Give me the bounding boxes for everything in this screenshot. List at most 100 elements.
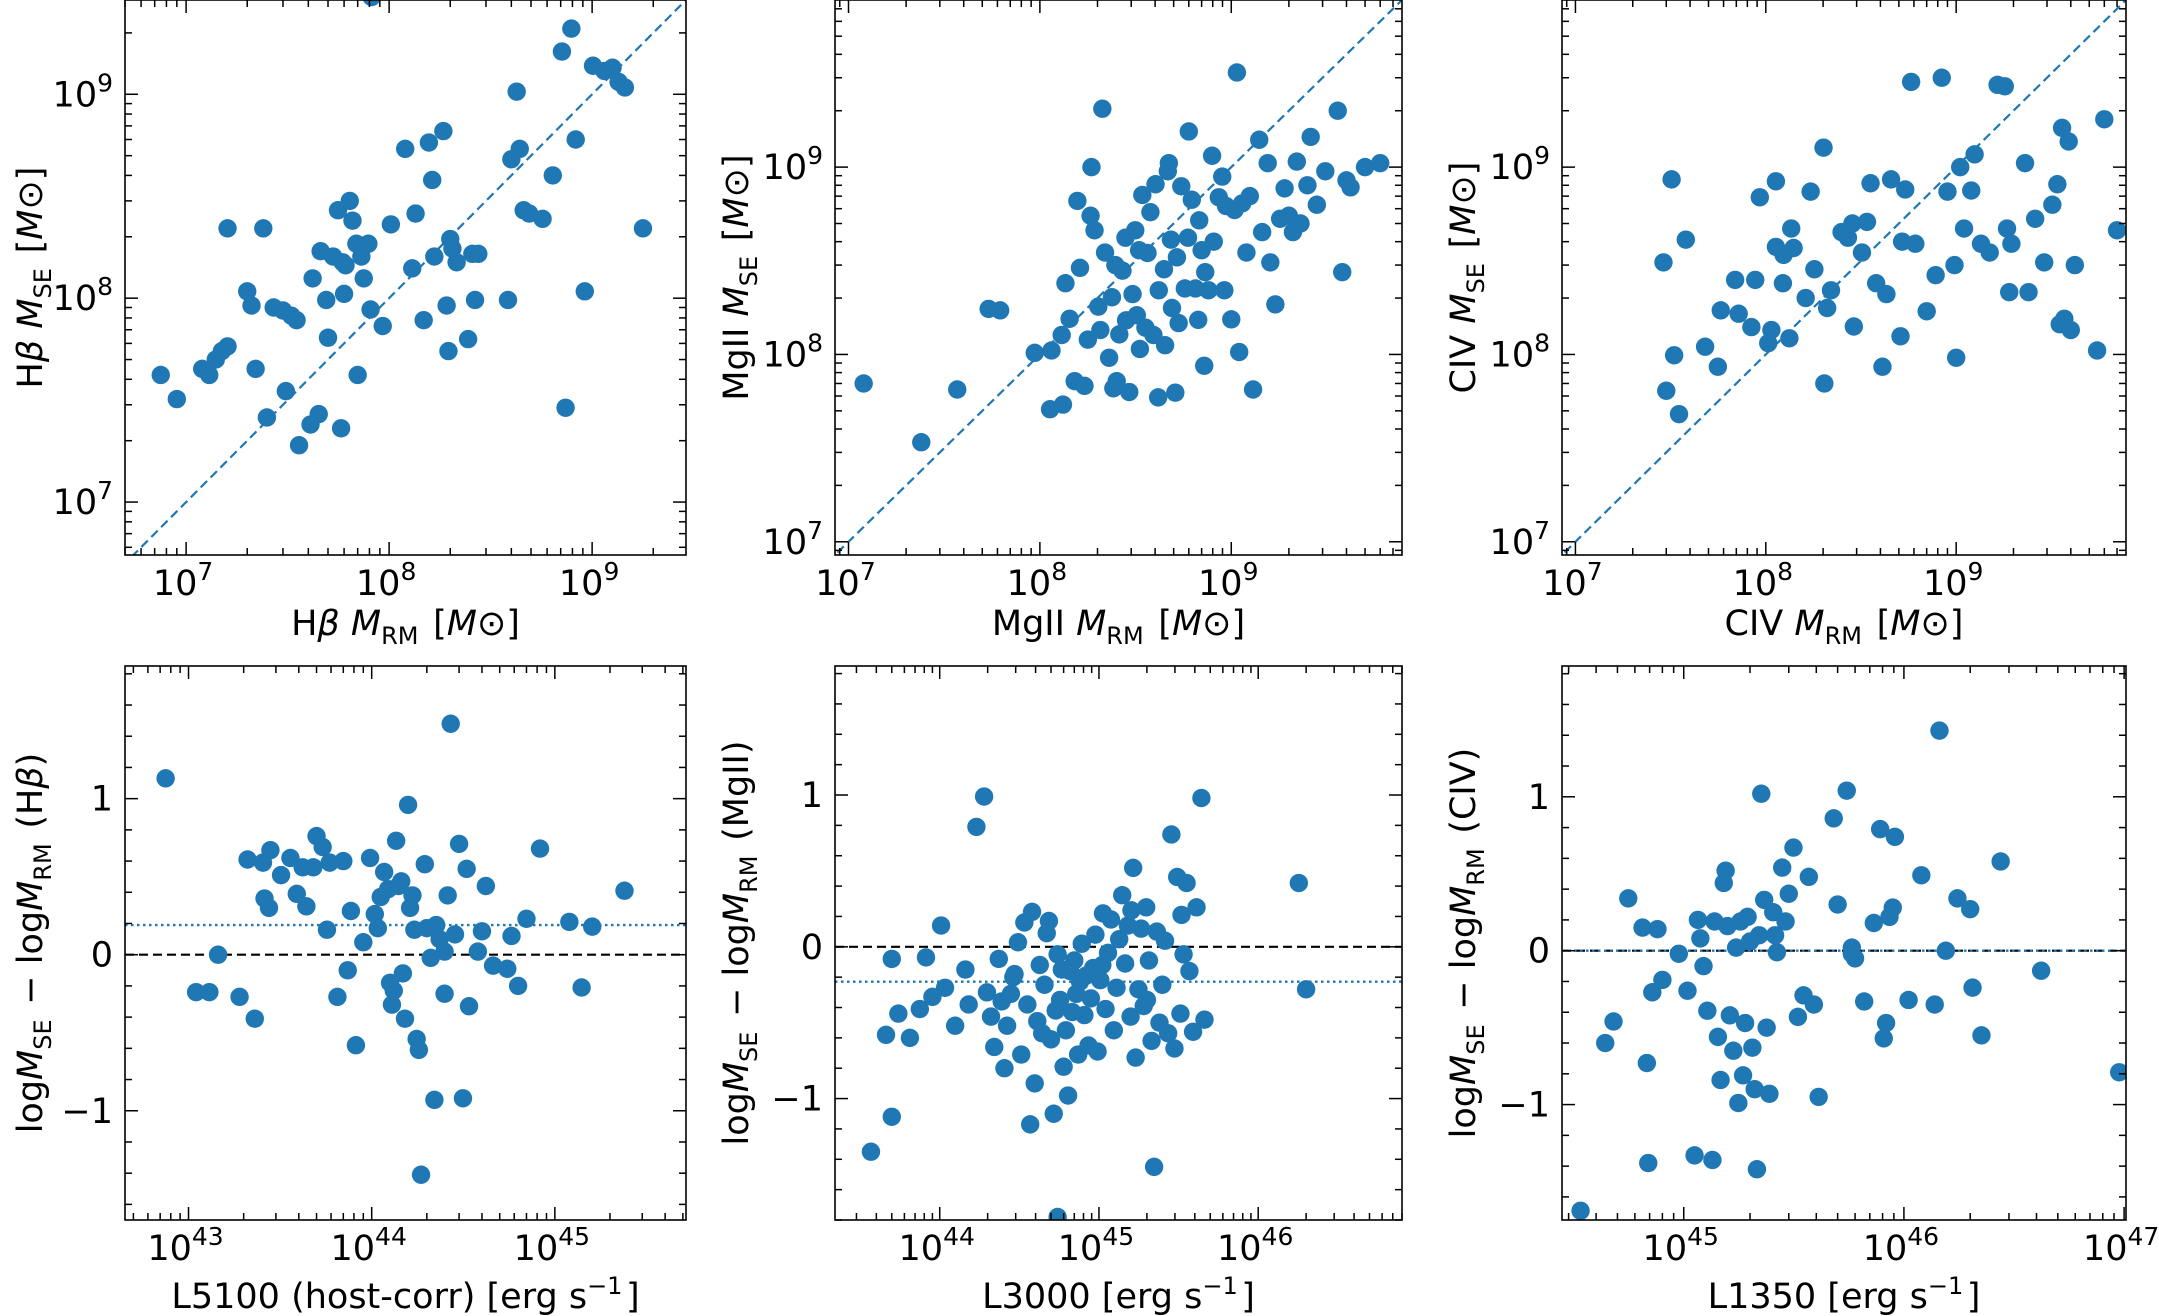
data-point: [1182, 190, 1202, 209]
data-point: [1885, 827, 1905, 847]
data-point: [1298, 176, 1317, 195]
x-tick-label: 1044: [331, 1222, 407, 1269]
data-point: [1828, 895, 1847, 914]
ticks: [1562, 0, 2126, 555]
data-point: [1091, 320, 1110, 340]
data-point: [507, 82, 526, 101]
data-point: [1837, 781, 1856, 800]
data-point: [1906, 234, 1925, 253]
data-point: [1020, 1115, 1040, 1134]
data-point: [615, 881, 634, 900]
data-point: [360, 848, 380, 868]
data-point: [445, 925, 465, 944]
data-point: [1001, 984, 1021, 1004]
data-point: [1133, 185, 1152, 205]
data-point: [931, 916, 951, 935]
data-point: [1691, 929, 1710, 948]
data-point: [1250, 130, 1269, 149]
data-point: [508, 976, 528, 996]
data-point: [1130, 339, 1150, 359]
data-point: [1742, 317, 1761, 337]
data-point: [1932, 68, 1951, 87]
data-point: [1039, 911, 1059, 931]
data-point: [1004, 967, 1023, 987]
data-point: [882, 949, 901, 969]
data-point: [1275, 179, 1294, 198]
y-axis-label: logMSE − logMRM (MgII): [717, 741, 763, 1146]
data-point: [1995, 77, 2014, 96]
data-point: [320, 853, 339, 872]
data-point: [373, 316, 392, 336]
data-point: [1788, 1007, 1808, 1027]
data-point: [1688, 910, 1708, 930]
data-point: [1724, 1041, 1743, 1060]
data-point: [1821, 281, 1841, 300]
data-point: [1752, 784, 1771, 803]
data-point: [1075, 1005, 1094, 1025]
data-point: [1093, 955, 1112, 975]
ticks: [835, 666, 1403, 1221]
data-point: [498, 959, 517, 978]
data-point: [1189, 310, 1208, 330]
data-point: [313, 837, 332, 857]
data-point: [338, 961, 357, 980]
data-point: [2061, 320, 2080, 340]
data-point: [1784, 838, 1803, 857]
data-point: [395, 139, 415, 159]
data-point: [1341, 178, 1360, 197]
data-point: [1747, 1160, 1767, 1179]
data-point: [1162, 825, 1181, 844]
data-point: [889, 1004, 908, 1023]
data-point: [1161, 230, 1181, 249]
data-point: [303, 269, 322, 288]
data-point: [1196, 262, 1215, 282]
y-tick-label: 0: [801, 928, 823, 968]
data-point: [469, 244, 488, 264]
data-point: [1155, 931, 1175, 950]
data-point: [910, 999, 930, 1019]
panel-hb-beta-residuals: 1043 1044 1045 −1 0 1 L5100 (host-corr) [erg s…: [11, 665, 687, 1316]
data-point: [1669, 404, 1689, 424]
data-point: [1767, 943, 1787, 962]
data-point: [956, 960, 975, 979]
data-point: [1901, 72, 1921, 92]
data-point: [386, 831, 406, 850]
data-point: [1258, 153, 1277, 173]
x-axis-label: L5100 (host-corr) [erg s−1 ]: [171, 1272, 639, 1316]
data-point: [572, 978, 591, 997]
data-point: [1676, 230, 1696, 249]
plot-area: [125, 714, 686, 1184]
data-point: [935, 978, 955, 997]
data-point: [981, 1007, 1001, 1026]
data-point: [317, 920, 337, 939]
data-point: [1139, 951, 1159, 970]
x-tick-label: 108: [1007, 557, 1067, 604]
data-point: [1136, 898, 1156, 917]
data-point: [1809, 1087, 1828, 1107]
data-point: [1698, 1001, 1717, 1020]
data-point: [2025, 209, 2045, 228]
data-point: [218, 219, 237, 238]
data-point: [1291, 214, 1310, 233]
data-point: [1044, 1104, 1063, 1123]
data-point: [1149, 281, 1168, 300]
data-point: [340, 191, 359, 211]
data-point: [1213, 167, 1232, 186]
data-point: [1355, 157, 1375, 177]
y-tick-label: −1: [771, 1080, 823, 1120]
data-point: [459, 997, 479, 1016]
data-point: [457, 859, 476, 879]
y-axis-label: Hβ MSE [M⊙]: [11, 167, 57, 389]
data-point: [1101, 910, 1121, 929]
data-point: [425, 1090, 444, 1110]
data-point: [1179, 122, 1199, 141]
data-point: [254, 219, 273, 238]
data-point: [361, 300, 380, 319]
data-point: [297, 897, 316, 916]
data-point: [1760, 1084, 1779, 1104]
data-point: [1166, 383, 1185, 402]
data-point: [1801, 182, 1820, 201]
x-tick-label: 1046: [1217, 1222, 1293, 1269]
axes-frame: [834, 0, 1403, 556]
